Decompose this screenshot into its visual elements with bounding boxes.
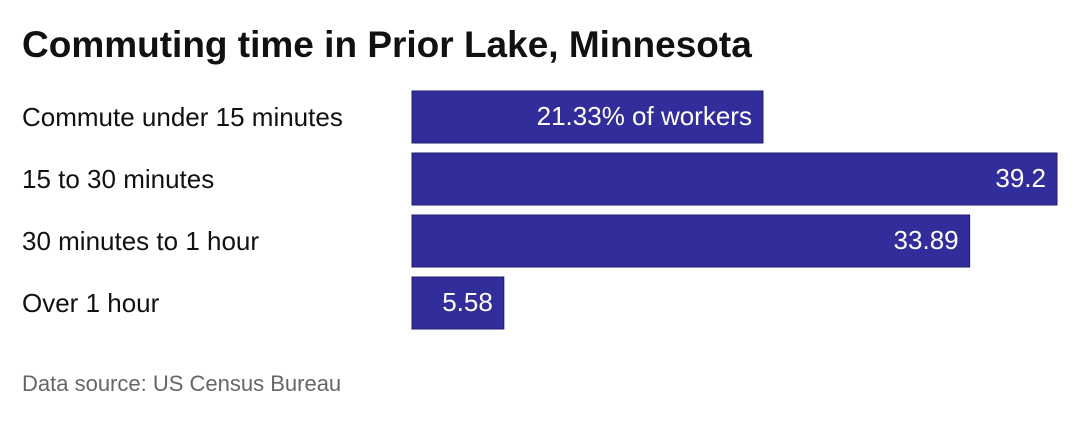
- category-label: 30 minutes to 1 hour: [22, 226, 259, 256]
- value-label: 33.89: [894, 225, 959, 255]
- bar: [411, 152, 1058, 206]
- chart-title: Commuting time in Prior Lake, Minnesota: [22, 24, 752, 65]
- value-label: 5.58: [442, 287, 493, 317]
- bar: [411, 90, 764, 144]
- bar: [411, 214, 971, 268]
- category-label: 15 to 30 minutes: [22, 164, 214, 194]
- source-note: Data source: US Census Bureau: [22, 371, 341, 396]
- category-label: Commute under 15 minutes: [22, 102, 343, 132]
- value-label: 39.2: [995, 163, 1046, 193]
- value-label: 21.33% of workers: [537, 101, 752, 131]
- bar: [411, 276, 505, 330]
- category-label: Over 1 hour: [22, 288, 160, 318]
